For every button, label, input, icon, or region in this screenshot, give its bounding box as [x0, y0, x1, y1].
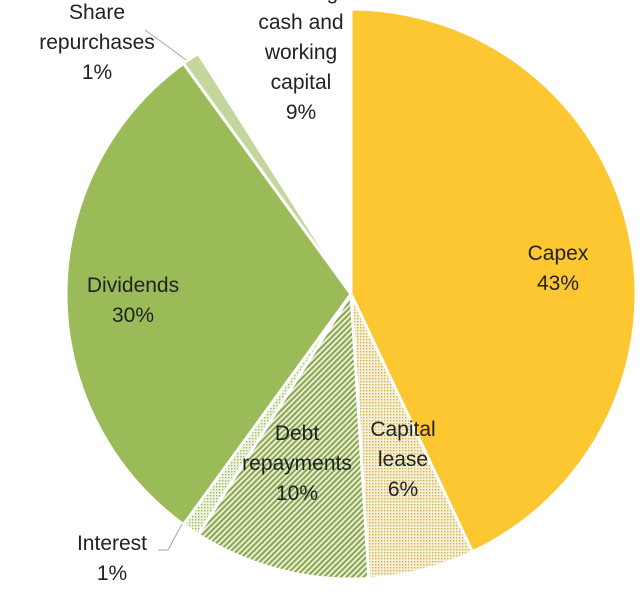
pie-label-capital-lease: Capital lease 6% [370, 418, 435, 501]
pie-label-line: Share [69, 1, 125, 24]
pie-label-capex: Capex 43% [528, 242, 589, 295]
pie-label-line: lease [378, 448, 428, 471]
pie-label-debt-repayments: Debt repayments 10% [242, 422, 352, 505]
pie-label-dividends: Dividends 30% [87, 274, 179, 327]
pie-label-line: Interest [77, 532, 147, 555]
pie-slice-debt-repayments [196, 292, 371, 581]
pie-label-line: 30% [112, 304, 154, 327]
pie-label-line: working [264, 41, 337, 64]
pie-label-line: Capex [528, 242, 589, 265]
pie-slice-capex [349, 7, 638, 554]
pie-label-line: 1% [82, 61, 112, 84]
pie-labels: Capex 43% Capital lease 6% Debt repayments 10% I… [39, 0, 589, 585]
pie-label-line: cash and [258, 11, 343, 34]
pie-slice-dividends [64, 61, 353, 527]
leader-line-interest [158, 523, 183, 551]
pie-label-line: Building [264, 0, 339, 4]
pie-label-building-cash: Building cash and working capital 9% [258, 0, 343, 124]
pie-label-line: 1% [97, 562, 127, 585]
pie-label-line: 43% [537, 272, 579, 295]
leader-lines [144, 29, 187, 551]
pie-label-line: capital [271, 71, 332, 94]
pie-label-interest: Interest 1% [77, 532, 147, 585]
pie-label-line: repurchases [39, 31, 155, 54]
pie-label-line: Debt [275, 422, 320, 445]
leader-line-share-repurchases [144, 29, 187, 61]
pie-label-line: 9% [286, 101, 316, 124]
pie-label-line: Capital [370, 418, 435, 441]
pie-label-share-repurchases: Share repurchases 1% [39, 1, 155, 84]
pie-label-line: 6% [388, 478, 418, 501]
pie-slice-building-cash [196, 7, 353, 296]
pie-label-line: 10% [276, 482, 318, 505]
pie-label-line: Dividends [87, 274, 179, 297]
pie-label-line: repayments [242, 452, 352, 475]
pie-slices [64, 7, 638, 581]
